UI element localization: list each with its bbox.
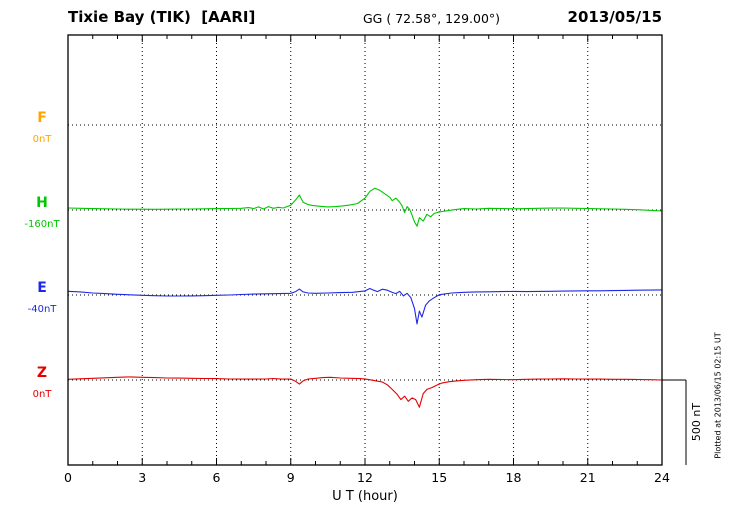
scalebar-label: 500 nT — [690, 402, 703, 442]
component-label-Z: Z — [37, 365, 47, 381]
x-axis-label: U T (hour) — [332, 489, 398, 504]
x-tick-label: 12 — [357, 470, 373, 485]
x-tick-label: 6 — [213, 470, 221, 485]
baseline-value-H: -160nT — [24, 219, 60, 230]
trace-E — [67, 287, 663, 325]
baseline-value-E: -40nT — [28, 304, 58, 315]
component-label-F: F — [37, 110, 47, 126]
x-tick-label: 9 — [287, 470, 295, 485]
station-title: Tixie Bay (TIK) [AARI] — [68, 8, 256, 26]
trace-H — [67, 187, 663, 227]
x-tick-label: 0 — [64, 470, 72, 485]
trace-Z — [67, 376, 663, 408]
geo-coordinates: GG ( 72.58°, 129.00°) — [363, 11, 501, 26]
x-tick-label: 24 — [654, 470, 670, 485]
baseline-value-Z: 0nT — [33, 389, 53, 400]
x-tick-label: 3 — [138, 470, 146, 485]
plot-date: 2013/05/15 — [567, 8, 662, 26]
baseline-value-F: 0nT — [33, 134, 53, 145]
x-tick-label: 15 — [431, 470, 447, 485]
x-tick-label: 18 — [506, 470, 522, 485]
component-label-E: E — [37, 280, 47, 296]
plot-frame — [67, 34, 663, 466]
plotted-at-note: Plotted at 2013/06/15 02:15 UT — [713, 332, 723, 459]
component-label-H: H — [36, 195, 48, 211]
x-tick-label: 21 — [580, 470, 596, 485]
